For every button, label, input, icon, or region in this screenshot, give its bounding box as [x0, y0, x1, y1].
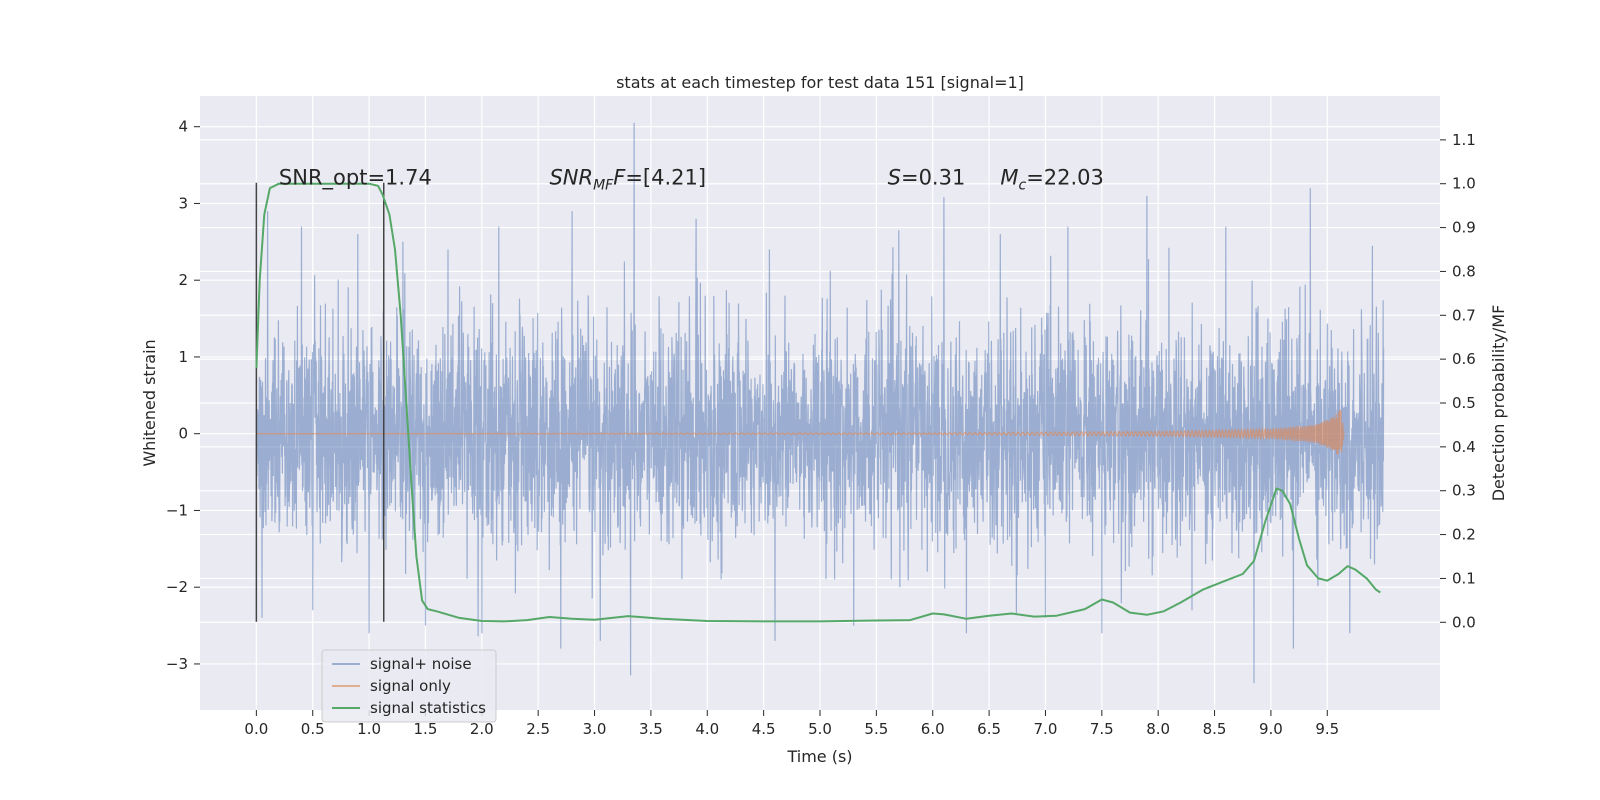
y-left-tick-label: 0: [178, 425, 188, 443]
x-tick-label: 1.0: [357, 720, 381, 738]
x-tick-label: 6.5: [977, 720, 1001, 738]
x-tick-label: 5.0: [808, 720, 832, 738]
annotation-mc-base: M: [1000, 165, 1018, 189]
chart-title: stats at each timestep for test data 151…: [616, 73, 1024, 92]
annotation-mc: Mc=22.03: [1000, 165, 1104, 193]
y-right-tick-label: 0.0: [1452, 613, 1476, 631]
y-left-tick-label: 4: [178, 118, 188, 136]
y-right-tick-label: 0.3: [1452, 482, 1476, 500]
legend-label-signal-statistics: signal statistics: [370, 699, 486, 717]
annotation-snr-mf: SNRMFF=[4.21]: [549, 165, 706, 193]
x-tick-label: 6.0: [921, 720, 945, 738]
x-axis-label: Time (s): [786, 747, 852, 766]
signal-only-series: [256, 409, 1345, 455]
annotation-s-stat-base: S: [888, 165, 901, 189]
x-tick-label: 4.5: [752, 720, 776, 738]
annotation-mc-value: =22.03: [1026, 165, 1104, 189]
y-right-tick-label: 0.7: [1452, 306, 1476, 324]
y-left-axis-label: Whitened strain: [140, 339, 159, 466]
signal-only-line: [256, 409, 1345, 455]
y-right-tick-label: 0.6: [1452, 350, 1476, 368]
x-tick-label: 3.0: [583, 720, 607, 738]
signal-noise-series: [255, 122, 1385, 684]
x-tick-label: 5.5: [864, 720, 888, 738]
y-right-axis-ticks: 0.0 0.1 0.2 0.3 0.4 0.5 0.6 0.7 0.8 0.9 1.0 1.1: [1440, 131, 1476, 631]
annotation-mc-sub: c: [1018, 177, 1026, 193]
y-left-tick-label: 1: [178, 348, 188, 366]
x-tick-label: 8.0: [1146, 720, 1170, 738]
x-tick-label: 2.0: [470, 720, 494, 738]
x-tick-label: 0.5: [301, 720, 325, 738]
y-right-tick-label: 0.5: [1452, 394, 1476, 412]
y-left-tick-label: −1: [166, 501, 188, 519]
annotation-snr-mf-base: SNR: [549, 165, 593, 189]
x-axis-ticks: 0.0 0.5 1.0 1.5 2.0 2.5 3.0 3.5 4.0 4.5 5.0 5.5 6.0 6…: [244, 710, 1339, 738]
x-tick-label: 7.5: [1090, 720, 1114, 738]
legend-label-signal-noise: signal+ noise: [370, 655, 472, 673]
y-left-tick-label: −2: [166, 578, 188, 596]
x-tick-label: 0.0: [244, 720, 268, 738]
annotation-s-stat-value: =0.31: [901, 165, 965, 189]
y-left-tick-label: −3: [166, 655, 188, 673]
x-tick-label: 7.0: [1034, 720, 1058, 738]
legend-label-signal-only: signal only: [370, 677, 451, 695]
legend-box: [321, 649, 497, 723]
y-right-tick-label: 0.8: [1452, 262, 1476, 280]
x-tick-label: 3.5: [639, 720, 663, 738]
y-right-tick-label: 0.1: [1452, 569, 1476, 587]
x-tick-label: 9.0: [1259, 720, 1283, 738]
y-right-tick-label: 0.9: [1452, 219, 1476, 237]
y-left-tick-label: 2: [178, 271, 188, 289]
signal-statistics-series: [255, 182, 1381, 623]
x-tick-label: 4.0: [695, 720, 719, 738]
annotation-snr-mf-sub: MF: [593, 177, 614, 193]
y-right-tick-label: 1.0: [1452, 175, 1476, 193]
y-right-tick-label: 1.1: [1452, 131, 1476, 149]
x-tick-label: 1.5: [414, 720, 438, 738]
annotations: SNR_opt=1.74 SNRMFF=[4.21] S=0.31 Mc=22.03: [279, 165, 1104, 193]
y-right-tick-label: 0.2: [1452, 526, 1476, 544]
x-tick-label: 2.5: [526, 720, 550, 738]
y-right-tick-label: 0.4: [1452, 438, 1476, 456]
x-tick-label: 9.5: [1315, 720, 1339, 738]
signal-statistics-line: [255, 182, 1381, 623]
y-right-axis-label: Detection probability/MF: [1489, 305, 1508, 502]
annotation-snr-opt: SNR_opt=1.74: [279, 165, 432, 190]
annotation-snr-mf-value: F: [613, 165, 626, 189]
x-tick-label: 8.5: [1203, 720, 1227, 738]
annotation-s-stat: S=0.31: [888, 165, 966, 189]
y-left-axis-ticks: −3 −2 −1 0 1 2 3 4: [166, 118, 200, 673]
annotation-snr-mf-number: =[4.21]: [625, 165, 706, 189]
y-left-tick-label: 3: [178, 194, 188, 212]
legend: signal+ noise signal only signal statist…: [321, 649, 497, 723]
event-markers: [255, 182, 385, 622]
signal-noise-line: [255, 122, 1385, 684]
